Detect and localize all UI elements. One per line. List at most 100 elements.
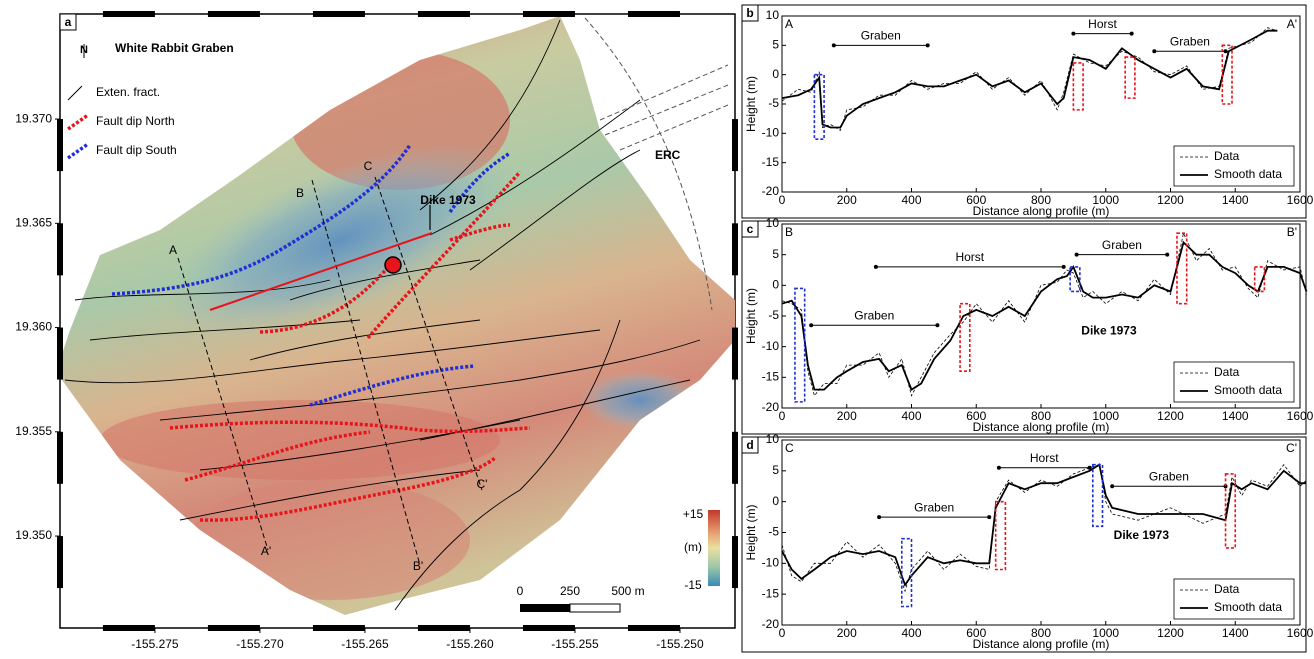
x-tick-label: 200 xyxy=(837,193,857,207)
bracket-end xyxy=(1087,465,1092,470)
bracket-label: Horst xyxy=(1088,17,1117,31)
frame-band xyxy=(732,119,738,172)
panel-label: c xyxy=(747,222,754,236)
frame-band xyxy=(732,327,738,380)
y-tick-label: 19.355 xyxy=(15,424,52,438)
scalebar-white xyxy=(569,603,621,613)
y-tick-label: 19.360 xyxy=(15,320,52,334)
frame-band xyxy=(57,119,63,172)
fault-box xyxy=(1221,44,1233,105)
profile-chart: c B B' 0 200 400 600 800 1000 1200 1400 1600 -20 -15 -… xyxy=(741,216,1314,435)
y-tick-label: -5 xyxy=(768,96,779,110)
x-tick-label: 800 xyxy=(1031,193,1051,207)
scalebar-label: 0 xyxy=(517,584,524,598)
legend-box xyxy=(1173,361,1295,403)
bracket-label: Graben xyxy=(1102,238,1142,252)
x-tick-label: -155.260 xyxy=(446,637,494,651)
x-axis-label: Distance along profile (m) xyxy=(973,204,1110,218)
x-tick-label: 600 xyxy=(966,193,986,207)
frame-band xyxy=(102,11,155,17)
bracket-end xyxy=(831,43,836,48)
y-tick-label: 19.350 xyxy=(15,528,52,542)
y-tick-label: 10 xyxy=(766,216,780,230)
y-tick-label: -5 xyxy=(768,308,779,322)
x-tick-label: 1400 xyxy=(1222,193,1249,207)
x-tick-label: -155.250 xyxy=(656,637,704,651)
legend-swatch xyxy=(66,142,90,160)
panel-label-box xyxy=(741,4,759,22)
y-tick-label: -15 xyxy=(762,370,780,384)
panel-label-box xyxy=(741,436,759,454)
bracket-end xyxy=(1061,264,1066,269)
panel-label-box xyxy=(59,13,77,31)
data-line xyxy=(781,27,1278,132)
y-tick-label: 10 xyxy=(766,8,780,22)
y-tick-label: -20 xyxy=(762,617,780,631)
bracket-end xyxy=(925,43,930,48)
annotation: Dike 1973 xyxy=(1081,324,1137,338)
y-axis-label: Height (m) xyxy=(744,76,758,132)
x-tick-label: 800 xyxy=(1031,626,1051,640)
bracket-label: Graben xyxy=(1149,469,1189,483)
x-tick-label: 0 xyxy=(779,626,786,640)
fault-box xyxy=(1224,473,1237,549)
x-tick-label: -155.275 xyxy=(131,637,179,651)
frame-band xyxy=(417,11,470,17)
fault-box xyxy=(994,500,1007,571)
panel-label: b xyxy=(746,6,753,20)
x-tick-label: 1000 xyxy=(1092,193,1119,207)
y-tick-label: 5 xyxy=(772,38,779,52)
frame-band xyxy=(522,11,575,17)
x-tick-label: -155.255 xyxy=(551,637,599,651)
legend-label: Data xyxy=(1214,149,1240,163)
bracket-end xyxy=(1152,49,1157,54)
bracket-label: Horst xyxy=(1030,451,1059,465)
data-line xyxy=(781,231,1307,397)
x-tick-label: 1000 xyxy=(1092,626,1119,640)
fault-box xyxy=(1176,232,1188,305)
x-tick-label: 400 xyxy=(901,193,921,207)
fault-box xyxy=(900,537,913,608)
x-tick-label: 600 xyxy=(966,409,986,423)
x-tick-label: 0 xyxy=(779,409,786,423)
bracket-end xyxy=(1074,252,1079,257)
x-tick-label: 400 xyxy=(901,626,921,640)
y-tick-label: -20 xyxy=(762,184,780,198)
bracket-end xyxy=(877,515,882,520)
frame-band xyxy=(207,11,260,17)
corner-label: B xyxy=(785,225,793,239)
erc-boundary xyxy=(584,17,729,311)
colorbar-min: -15 xyxy=(684,578,702,592)
frame-band xyxy=(207,625,260,631)
panel-frame xyxy=(741,436,1307,653)
frame-band xyxy=(627,11,680,17)
corner-label: B' xyxy=(1287,225,1297,239)
vent-marker xyxy=(384,256,402,274)
legend-label: Smooth data xyxy=(1214,167,1282,181)
profile-label: A xyxy=(169,243,177,257)
x-tick-label: 0 xyxy=(779,193,786,207)
frame-band xyxy=(732,536,738,589)
bracket-end xyxy=(1223,49,1228,54)
x-tick-label: 1600 xyxy=(1287,193,1314,207)
x-tick-label: 1400 xyxy=(1222,626,1249,640)
profile-label: A' xyxy=(261,544,271,558)
frame-band xyxy=(312,11,365,17)
profile-label: C' xyxy=(477,477,488,491)
frame-band xyxy=(732,223,738,276)
profile-lines xyxy=(177,176,483,566)
bracket-end xyxy=(1110,484,1115,489)
corner-label: A' xyxy=(1287,17,1297,31)
profile-label: B xyxy=(296,186,304,200)
frame-band xyxy=(522,625,575,631)
panel-label-box xyxy=(741,220,759,238)
y-tick-label: 5 xyxy=(772,247,779,261)
bracket-label: Graben xyxy=(861,29,901,43)
x-tick-label: -155.265 xyxy=(341,637,389,651)
x-axis-label: Distance along profile (m) xyxy=(973,637,1110,651)
frame-band xyxy=(312,625,365,631)
y-tick-label: 5 xyxy=(772,463,779,477)
bracket-label: Graben xyxy=(914,500,954,514)
bracket-end xyxy=(996,465,1001,470)
legend-label: Fault dip South xyxy=(96,143,177,157)
